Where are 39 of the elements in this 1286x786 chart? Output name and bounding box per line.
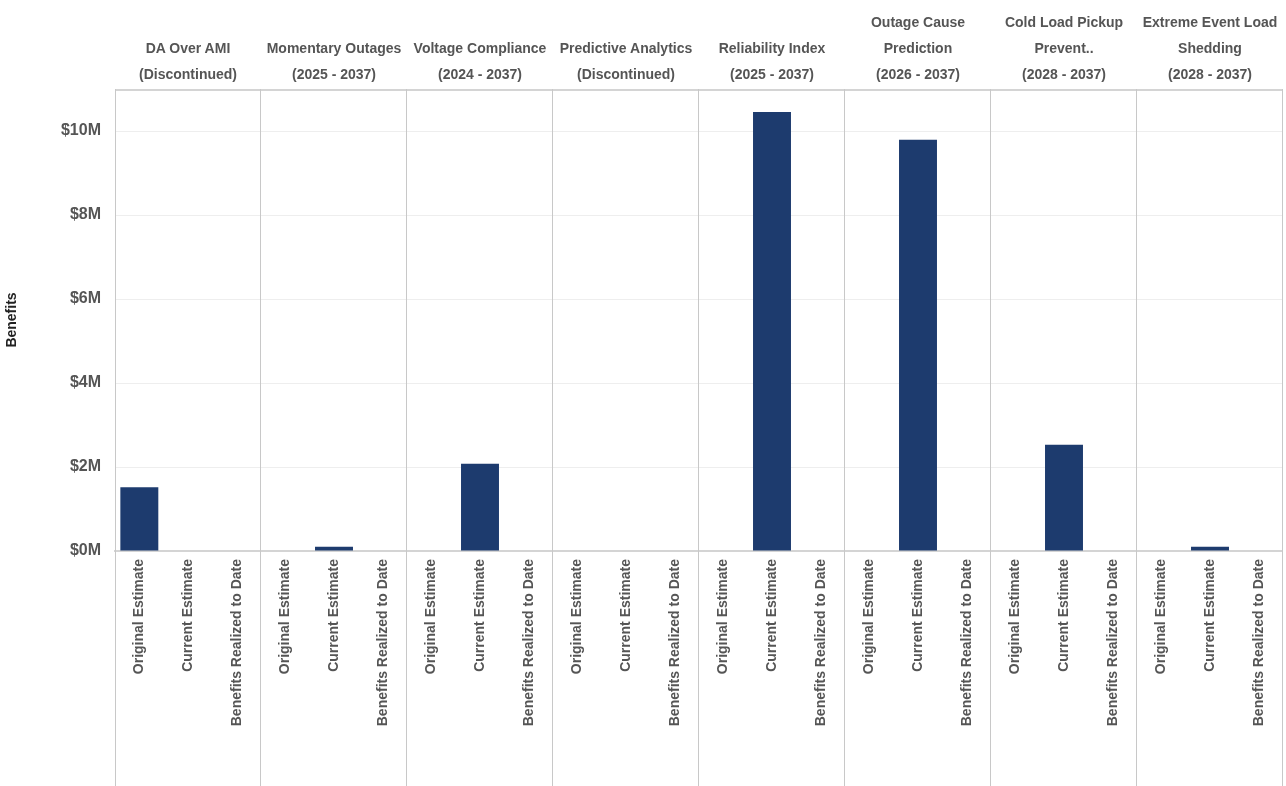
x-tick-label: Original Estimate	[1006, 558, 1023, 675]
chart-title: Outage Cause Prediction (2026 - 2037)	[870, 13, 966, 82]
x-tick-label: Benefits Realized to Date	[373, 558, 390, 727]
y-tick-label: $6M	[69, 289, 101, 307]
chart-title: Reliability Index (2025 - 2037)	[718, 39, 826, 82]
chart-title: Voltage Compliance (2024 - 2037)	[413, 39, 547, 82]
x-tick-label: Original Estimate	[860, 558, 877, 675]
x-tick-label: Current Estimate	[1054, 558, 1071, 672]
x-tick-label: Current Estimate	[1200, 558, 1217, 672]
y-tick-label: $4M	[69, 373, 101, 391]
x-tick-label: Benefits Realized to Date	[811, 558, 828, 727]
x-tick-label: Original Estimate	[130, 558, 147, 675]
x-tick-label: Current Estimate	[470, 558, 487, 672]
x-tick-label: Benefits Realized to Date	[665, 558, 682, 727]
y-tick-label: $8M	[69, 205, 101, 223]
x-tick-label: Current Estimate	[616, 558, 633, 672]
x-tick-label: Benefits Realized to Date	[957, 558, 974, 727]
x-tick-label: Current Estimate	[762, 558, 779, 672]
y-tick-label: $0M	[69, 541, 101, 559]
chart-title: Extreme Event Load Shedding (2028 - 2037)	[1142, 13, 1278, 82]
chart-title: DA Over AMI (Discontinued)	[139, 39, 237, 82]
x-tick-label: Current Estimate	[178, 558, 195, 672]
x-tick-label: Benefits Realized to Date	[227, 558, 244, 727]
y-tick-label: $2M	[69, 457, 101, 475]
x-tick-label: Benefits Realized to Date	[1103, 558, 1120, 727]
chart-title: Cold Load Pickup Prevent.. (2028 - 2037)	[1004, 13, 1124, 82]
x-tick-label: Original Estimate	[422, 558, 439, 675]
x-tick-label: Current Estimate	[324, 558, 341, 672]
y-axis-title: Benefits	[3, 292, 20, 348]
x-tick-label: Original Estimate	[276, 558, 293, 675]
x-tick-label: Original Estimate	[1152, 558, 1169, 675]
x-tick-label: Benefits Realized to Date	[1249, 558, 1266, 727]
x-tick-label: Current Estimate	[908, 558, 925, 672]
x-tick-label: Original Estimate	[714, 558, 731, 675]
x-tick-label: Benefits Realized to Date	[519, 558, 536, 727]
x-tick-label: Original Estimate	[568, 558, 585, 675]
chart-title: Momentary Outages (2025 - 2037)	[266, 39, 402, 82]
y-tick-label: $10M	[60, 121, 101, 139]
chart-title: Predictive Analytics (Discontinued)	[559, 39, 693, 82]
